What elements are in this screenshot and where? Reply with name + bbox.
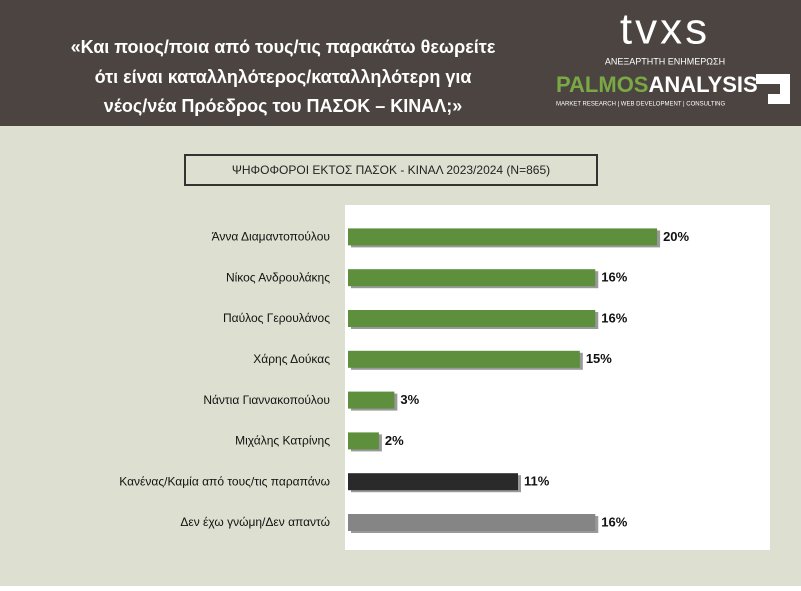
category-label: Παύλος Γερουλάνος [223,311,330,325]
value-label: 16% [601,310,627,325]
value-label: 20% [663,229,689,244]
category-label: Χάρης Δούκας [253,352,330,366]
value-label: 16% [601,514,627,529]
subtitle-box [184,154,598,186]
bar [348,269,596,287]
bar [348,514,596,531]
logo-services: MARKET RESEARCH | WEB DEVELOPMENT | CONS… [556,102,725,108]
bar [348,350,580,368]
bar [348,391,395,409]
value-label: 11% [524,474,550,489]
value-label: 15% [586,351,612,366]
header-band [0,0,801,126]
bar [348,228,658,246]
logo-brand-b: ANALYSIS [648,72,757,97]
title-line: νέος/νέα Πρόεδρος του ΠΑΣΟΚ – ΚΙΝΑΛ;» [104,96,463,116]
logo-brand: PALMOSANALYSIS [556,72,758,97]
logo-tvxs: tvxs [620,5,710,54]
plot-area [345,205,770,550]
bar [348,310,596,327]
title-line: ότι είναι καταλληλότερος/καταλληλότερη γ… [95,67,472,87]
subtitle: ΨΗΦΟΦΟΡΟΙ ΕΚΤΟΣ ΠΑΣΟΚ - ΚΙΝΑΛ 2023/2024 … [232,163,550,177]
value-label: 16% [601,270,627,285]
logo-brand-a: PALMOS [556,72,648,97]
logo-tagline: ΑΝΕΞΑΡΤΗΤΗ ΕΝΗΜΕΡΩΣΗ [605,56,725,66]
category-label: Νίκος Ανδρουλάκης [226,270,330,284]
category-label: Δεν έχω γνώμη/Δεν απαντώ [180,515,330,529]
bar [348,473,518,491]
category-label: Νάντια Γιαννακοπούλου [203,393,330,407]
category-label: Μιχάλης Κατρίνης [235,434,330,448]
value-label: 2% [385,433,404,448]
bar [348,432,379,450]
logo-icon [756,74,790,104]
category-label: Κανένας/Καμία από τους/τις παραπάνω [119,474,330,488]
value-label: 3% [400,392,419,407]
title-line: «Και ποιος/ποια από τους/τις παρακάτω θε… [71,37,496,57]
category-label: Άννα Διαμαντοπούλου [212,230,330,244]
